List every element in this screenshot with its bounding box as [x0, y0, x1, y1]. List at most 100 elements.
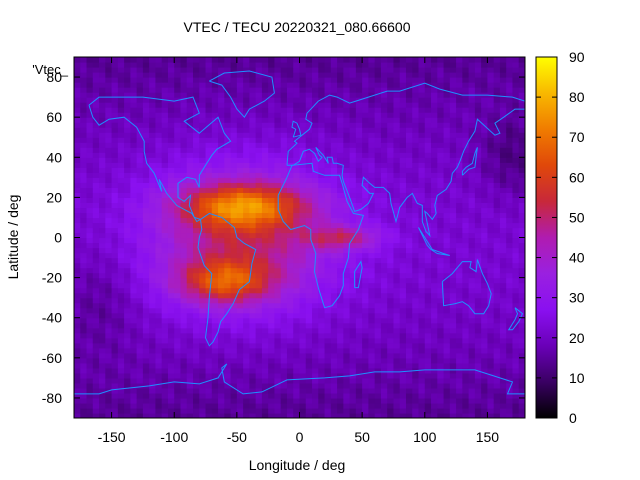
heatmap-cell	[230, 247, 238, 254]
heatmap-cell	[186, 352, 194, 359]
heatmap-cell	[499, 182, 507, 188]
heatmap-cell	[280, 357, 288, 364]
heatmap-cell	[105, 142, 113, 148]
heatmap-cell	[487, 137, 495, 143]
heatmap-cell	[268, 402, 276, 409]
heatmap-cell	[330, 92, 338, 98]
heatmap-cell	[136, 297, 144, 304]
heatmap-cell	[268, 182, 276, 188]
heatmap-cell	[349, 192, 357, 198]
heatmap-cell	[268, 122, 276, 128]
heatmap-cell	[506, 407, 514, 414]
heatmap-cell	[412, 382, 420, 389]
heatmap-cell	[180, 337, 188, 344]
heatmap-cell	[355, 282, 363, 289]
heatmap-cell	[130, 102, 138, 108]
heatmap-cell	[456, 272, 463, 279]
heatmap-cell	[105, 207, 113, 214]
heatmap-cell	[493, 172, 501, 178]
heatmap-cell	[249, 327, 257, 334]
heatmap-cell	[86, 197, 94, 203]
heatmap-cell	[305, 337, 313, 344]
heatmap-cell	[74, 207, 81, 214]
heatmap-cell	[299, 392, 307, 399]
heatmap-cell	[186, 387, 194, 394]
heatmap-cell	[305, 187, 313, 193]
heatmap-cell	[437, 172, 445, 178]
heatmap-cell	[343, 72, 351, 78]
heatmap-cell	[330, 147, 338, 153]
heatmap-cell	[468, 332, 476, 339]
heatmap-cell	[393, 62, 401, 68]
heatmap-cell	[193, 127, 200, 133]
heatmap-cell	[86, 282, 94, 289]
heatmap-cell	[167, 297, 175, 304]
heatmap-cell	[124, 57, 131, 63]
heatmap-cell	[437, 327, 445, 334]
heatmap-cell	[243, 57, 250, 63]
heatmap-cell	[437, 232, 445, 239]
heatmap-cell	[199, 347, 207, 354]
heatmap-cell	[418, 267, 426, 274]
heatmap-cell	[431, 142, 438, 148]
heatmap-cell	[193, 92, 200, 98]
heatmap-cell	[362, 237, 369, 244]
heatmap-cell	[374, 162, 382, 168]
heatmap-cell	[92, 197, 100, 203]
heatmap-cell	[167, 397, 175, 404]
heatmap-cell	[124, 67, 131, 73]
heatmap-cell	[330, 222, 338, 229]
heatmap-cell	[393, 147, 401, 153]
heatmap-cell	[255, 262, 263, 269]
heatmap-cell	[243, 187, 250, 193]
heatmap-cell	[349, 402, 357, 409]
heatmap-cell	[136, 67, 144, 73]
heatmap-cell	[387, 222, 395, 229]
heatmap-cell	[424, 247, 432, 254]
heatmap-cell	[481, 57, 489, 63]
heatmap-cell	[349, 312, 357, 319]
heatmap-cell	[86, 137, 94, 143]
heatmap-cell	[318, 377, 326, 384]
heatmap-cell	[149, 137, 157, 143]
heatmap-cell	[249, 237, 257, 244]
heatmap-cell	[468, 287, 476, 294]
heatmap-cell	[130, 362, 138, 369]
heatmap-cell	[405, 287, 413, 294]
heatmap-cell	[174, 367, 182, 374]
heatmap-cell	[74, 112, 81, 118]
heatmap-cell	[343, 227, 351, 234]
heatmap-cell	[142, 282, 150, 289]
heatmap-cell	[349, 367, 357, 374]
heatmap-cell	[211, 222, 219, 229]
heatmap-cell	[374, 282, 382, 289]
heatmap-cell	[117, 412, 125, 418]
heatmap-cell	[399, 147, 407, 153]
heatmap-cell	[199, 317, 207, 324]
heatmap-cell	[393, 312, 401, 319]
heatmap-cell	[487, 197, 495, 203]
heatmap-cell	[280, 352, 288, 359]
heatmap-cell	[180, 62, 188, 68]
heatmap-cell	[193, 57, 200, 63]
heatmap-cell	[155, 142, 163, 148]
heatmap-cell	[443, 347, 451, 354]
heatmap-cell	[99, 62, 106, 68]
heatmap-cell	[487, 387, 495, 394]
heatmap-cell	[167, 197, 175, 203]
heatmap-cell	[443, 287, 451, 294]
heatmap-cell	[124, 357, 131, 364]
heatmap-cell	[312, 367, 319, 374]
heatmap-cell	[180, 137, 188, 143]
heatmap-cell	[405, 112, 413, 118]
heatmap-cell	[481, 147, 489, 153]
heatmap-cell	[180, 317, 188, 324]
heatmap-cell	[80, 222, 88, 229]
heatmap-cell	[218, 307, 225, 314]
heatmap-cell	[343, 237, 351, 244]
heatmap-cell	[280, 112, 288, 118]
heatmap-cell	[362, 317, 369, 324]
heatmap-cell	[431, 297, 438, 304]
heatmap-cell	[431, 387, 438, 394]
heatmap-cell	[349, 412, 357, 418]
